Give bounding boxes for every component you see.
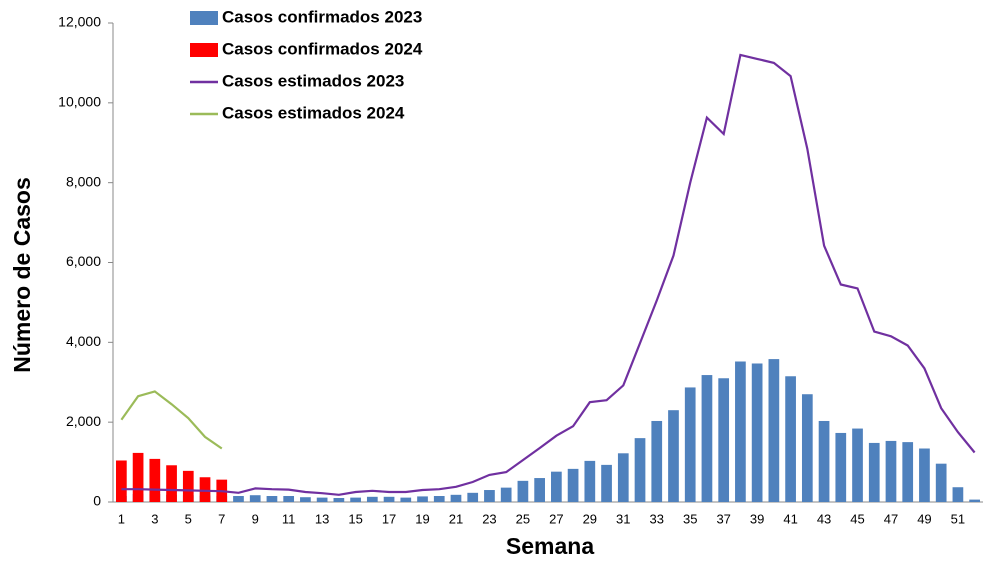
bar (935, 463, 947, 502)
legend-label: Casos confirmados 2023 (222, 7, 422, 26)
y-axis-label: Número de Casos (9, 177, 35, 373)
bar (484, 490, 495, 502)
bar (902, 442, 914, 502)
bar (316, 497, 328, 502)
bar (617, 453, 629, 502)
x-tick-label: 51 (951, 511, 965, 526)
bar (333, 498, 345, 502)
x-tick-label: 11 (282, 511, 296, 526)
x-tick-label: 21 (449, 511, 463, 526)
x-tick-label: 39 (750, 511, 764, 526)
bar (433, 496, 445, 502)
bar (885, 440, 897, 502)
x-tick-label: 17 (382, 511, 396, 526)
x-tick-label: 7 (218, 511, 225, 526)
x-tick-label: 9 (252, 511, 259, 526)
x-tick-label: 47 (884, 511, 898, 526)
bar (350, 497, 361, 502)
bar (584, 460, 596, 502)
bar (768, 359, 780, 502)
x-tick-label: 29 (583, 511, 597, 526)
y-tick-label: 12,000 (58, 14, 101, 30)
line (120, 390, 223, 450)
bar (952, 487, 964, 502)
bar (450, 494, 462, 502)
bar (300, 497, 311, 502)
x-tick-label: 37 (716, 511, 730, 526)
bar (166, 465, 177, 502)
bar (400, 497, 412, 502)
bar (735, 361, 746, 502)
bar (684, 387, 696, 502)
bar (818, 420, 830, 502)
bar (852, 428, 863, 502)
bar (801, 394, 813, 502)
legend-label: Casos estimados 2024 (222, 103, 405, 122)
bar (283, 496, 295, 502)
x-tick-label: 25 (516, 511, 530, 526)
x-tick-label: 43 (817, 511, 831, 526)
line (121, 53, 976, 496)
legend-swatch (190, 43, 218, 57)
bar (383, 496, 395, 502)
bar (116, 460, 127, 502)
bar (785, 376, 796, 502)
x-tick-label: 19 (415, 511, 429, 526)
bar (567, 468, 579, 502)
bar (500, 487, 512, 502)
x-tick-label: 23 (482, 511, 496, 526)
y-tick-label: 8,000 (66, 173, 101, 189)
bar (182, 470, 194, 502)
bar (266, 496, 278, 502)
x-tick-label: 15 (348, 511, 362, 526)
bar (668, 410, 679, 502)
x-tick-label: 31 (616, 511, 630, 526)
x-tick-label: 41 (783, 511, 797, 526)
x-tick-label: 49 (917, 511, 931, 526)
bar (551, 471, 562, 502)
x-tick-label: 33 (650, 511, 664, 526)
bar (969, 499, 980, 502)
x-tick-label: 13 (315, 511, 329, 526)
x-tick-label: 45 (850, 511, 864, 526)
bar (233, 496, 244, 502)
legend-label: Casos estimados 2023 (222, 71, 404, 90)
bar (249, 495, 261, 502)
y-tick-label: 6,000 (66, 253, 101, 269)
x-tick-label: 35 (683, 511, 697, 526)
x-tick-label: 27 (549, 511, 563, 526)
legend-swatch (190, 11, 218, 25)
bar (149, 458, 161, 502)
y-tick-label: 4,000 (66, 333, 101, 349)
bar (634, 438, 646, 502)
bar (919, 448, 930, 502)
bar (517, 480, 529, 502)
bar (835, 432, 847, 502)
y-tick-label: 0 (93, 493, 101, 509)
bar (868, 442, 880, 502)
x-tick-label: 3 (151, 511, 158, 526)
bar (534, 478, 545, 502)
x-axis-label: Semana (506, 533, 594, 559)
bar (467, 492, 479, 502)
bar (651, 420, 663, 502)
x-tick-label: 5 (185, 511, 192, 526)
bar (366, 496, 378, 502)
x-tick-label: 1 (118, 511, 125, 526)
bar (199, 477, 211, 502)
y-tick-label: 2,000 (66, 413, 101, 429)
bar (701, 375, 713, 502)
y-tick-label: 10,000 (58, 94, 101, 110)
bar (417, 496, 428, 502)
legend-label: Casos confirmados 2024 (222, 39, 423, 58)
bar (132, 452, 144, 502)
bar (751, 363, 763, 502)
bar (718, 378, 730, 502)
bar (601, 464, 612, 502)
